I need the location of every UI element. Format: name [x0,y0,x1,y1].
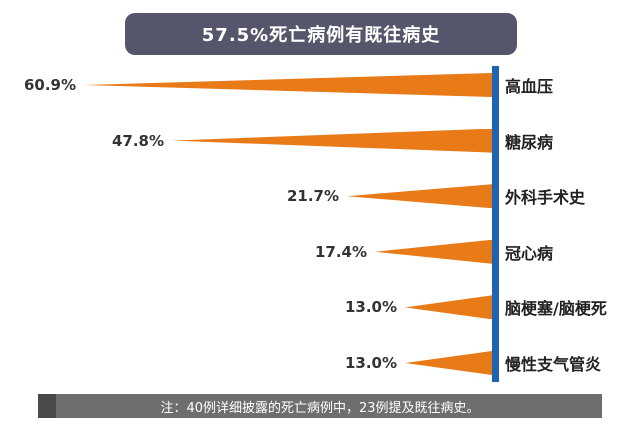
bar-row-left: 21.7% [0,184,492,209]
category-label: 高血压 [505,77,554,96]
category-label: 脑梗塞/脑梗死 [505,299,607,319]
value-label: 21.7% [286,187,339,206]
bar-wedge [405,350,492,375]
bar-row-left: 60.9% [0,73,492,97]
bar-row: 60.9% 高血压 [0,66,640,104]
plot-area: 60.9% 高血压 47.8% 糖尿病 21.7% 外科手术史 17.4% 冠心病 13.0% 脑… [0,66,640,382]
note-text: 注：40例详细披露的死亡病例中，23例提及既往病史。 [160,400,480,416]
bar-wedge [405,295,492,320]
category-label: 慢性支气管炎 [505,354,602,374]
category-label: 外科手术史 [505,188,586,208]
bar-row: 47.8% 糖尿病 [0,122,640,160]
bar-wedge [172,128,492,153]
bar-row: 17.4% 冠心病 [0,233,640,271]
bar-row: 13.0% 慢性支气管炎 [0,344,640,382]
bar-row-left: 47.8% [0,128,492,153]
note-bar: 注：40例详细披露的死亡病例中，23例提及既往病史。 [38,394,602,418]
bar-row-left: 13.0% [0,350,492,375]
bar-wedge [375,239,492,264]
bar-rows: 60.9% 高血压 47.8% 糖尿病 21.7% 外科手术史 17.4% 冠心病 13.0% 脑… [0,66,640,382]
note-accent-block [38,394,56,418]
bar-row-left: 17.4% [0,239,492,264]
value-label: 47.8% [111,131,164,150]
value-label: 13.0% [344,298,397,317]
value-label: 17.4% [314,242,367,261]
value-label: 60.9% [23,76,76,94]
chart-title: 57.5%死亡病例有既往病史 [125,13,517,55]
category-label: 糖尿病 [505,132,554,152]
value-label: 13.0% [344,353,397,372]
axis-line [492,66,499,382]
bar-row: 21.7% 外科手术史 [0,177,640,215]
bar-row: 13.0% 脑梗塞/脑梗死 [0,288,640,326]
category-label: 冠心病 [505,243,554,263]
bar-row-left: 13.0% [0,295,492,320]
bar-wedge [347,184,492,209]
bar-wedge [84,73,492,97]
